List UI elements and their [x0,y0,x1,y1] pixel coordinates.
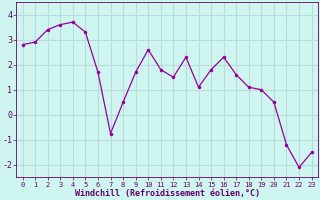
X-axis label: Windchill (Refroidissement éolien,°C): Windchill (Refroidissement éolien,°C) [75,189,260,198]
